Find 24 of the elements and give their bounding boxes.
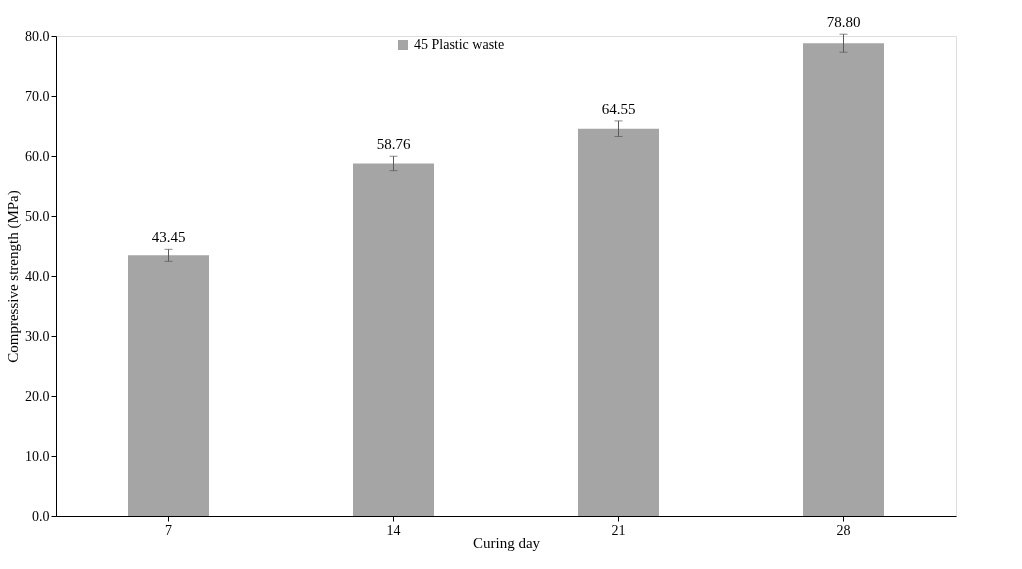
bar (578, 128, 659, 516)
text: 43.45 (151, 229, 186, 246)
bar (353, 163, 434, 516)
y-tick-label: 20.0 (25, 388, 50, 404)
bar (803, 43, 884, 516)
text: 64.55 (601, 100, 636, 117)
text: 58.76 (376, 136, 411, 153)
y-tick-label: 60.0 (25, 148, 50, 164)
x-tick-label: 28 (836, 522, 851, 538)
y-tick-label: 50.0 (25, 208, 50, 224)
y-tick-label: 40.0 (25, 268, 50, 284)
y-axis-title: Compressive strength (MPa) (5, 190, 22, 363)
x-axis-title: Curing day (472, 534, 541, 551)
x-tick-label: 21 (611, 522, 626, 538)
legend-label: 45 Plastic waste (414, 37, 505, 52)
y-tick-label: 0.0 (32, 508, 50, 524)
x-tick-label: 7 (165, 522, 172, 538)
x-tick-label: 14 (386, 522, 401, 538)
y-tick-label: 70.0 (25, 88, 50, 104)
y-tick-label: 10.0 (25, 448, 50, 464)
bar (128, 255, 209, 516)
text: 78.80 (826, 14, 861, 31)
y-tick-label: 30.0 (25, 328, 50, 344)
y-tick-label: 80.0 (25, 28, 50, 44)
